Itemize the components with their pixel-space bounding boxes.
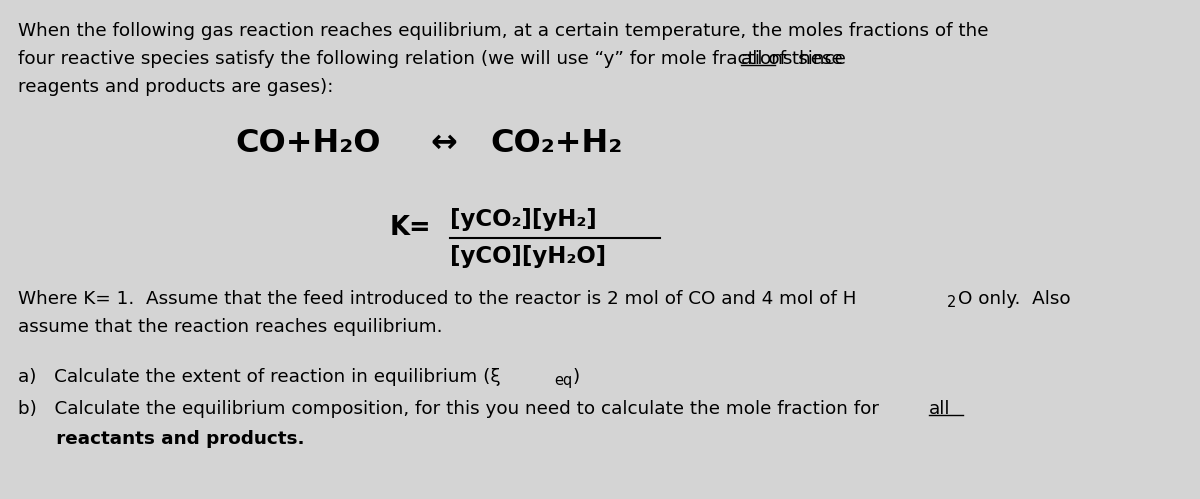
Text: reactants and products.: reactants and products. [18, 430, 305, 448]
Text: four reactive species satisfy the following relation (we will use “y” for mole f: four reactive species satisfy the follow… [18, 50, 852, 68]
Text: ↔: ↔ [430, 128, 457, 159]
Text: ): ) [572, 368, 580, 386]
Text: Where K= 1.  Assume that the feed introduced to the reactor is 2 mol of CO and 4: Where K= 1. Assume that the feed introdu… [18, 290, 857, 308]
Text: eq: eq [554, 373, 572, 388]
Text: a)   Calculate the extent of reaction in equilibrium (ξ: a) Calculate the extent of reaction in e… [18, 368, 500, 386]
Text: [yCO₂][yH₂]: [yCO₂][yH₂] [450, 208, 596, 231]
Text: CO+H₂O: CO+H₂O [235, 128, 380, 159]
Text: all: all [929, 400, 950, 418]
Text: 2: 2 [947, 295, 956, 310]
Text: O only.  Also: O only. Also [958, 290, 1070, 308]
Text: reagents and products are gases):: reagents and products are gases): [18, 78, 334, 96]
Text: CO₂+H₂: CO₂+H₂ [490, 128, 623, 159]
Text: [yCO][yH₂O]: [yCO][yH₂O] [450, 245, 606, 268]
Text: When the following gas reaction reaches equilibrium, at a certain temperature, t: When the following gas reaction reaches … [18, 22, 989, 40]
Text: b)   Calculate the equilibrium composition, for this you need to calculate the m: b) Calculate the equilibrium composition… [18, 400, 884, 418]
Text: all of these: all of these [742, 50, 842, 68]
Text: K=: K= [390, 215, 432, 241]
Text: assume that the reaction reaches equilibrium.: assume that the reaction reaches equilib… [18, 318, 443, 336]
